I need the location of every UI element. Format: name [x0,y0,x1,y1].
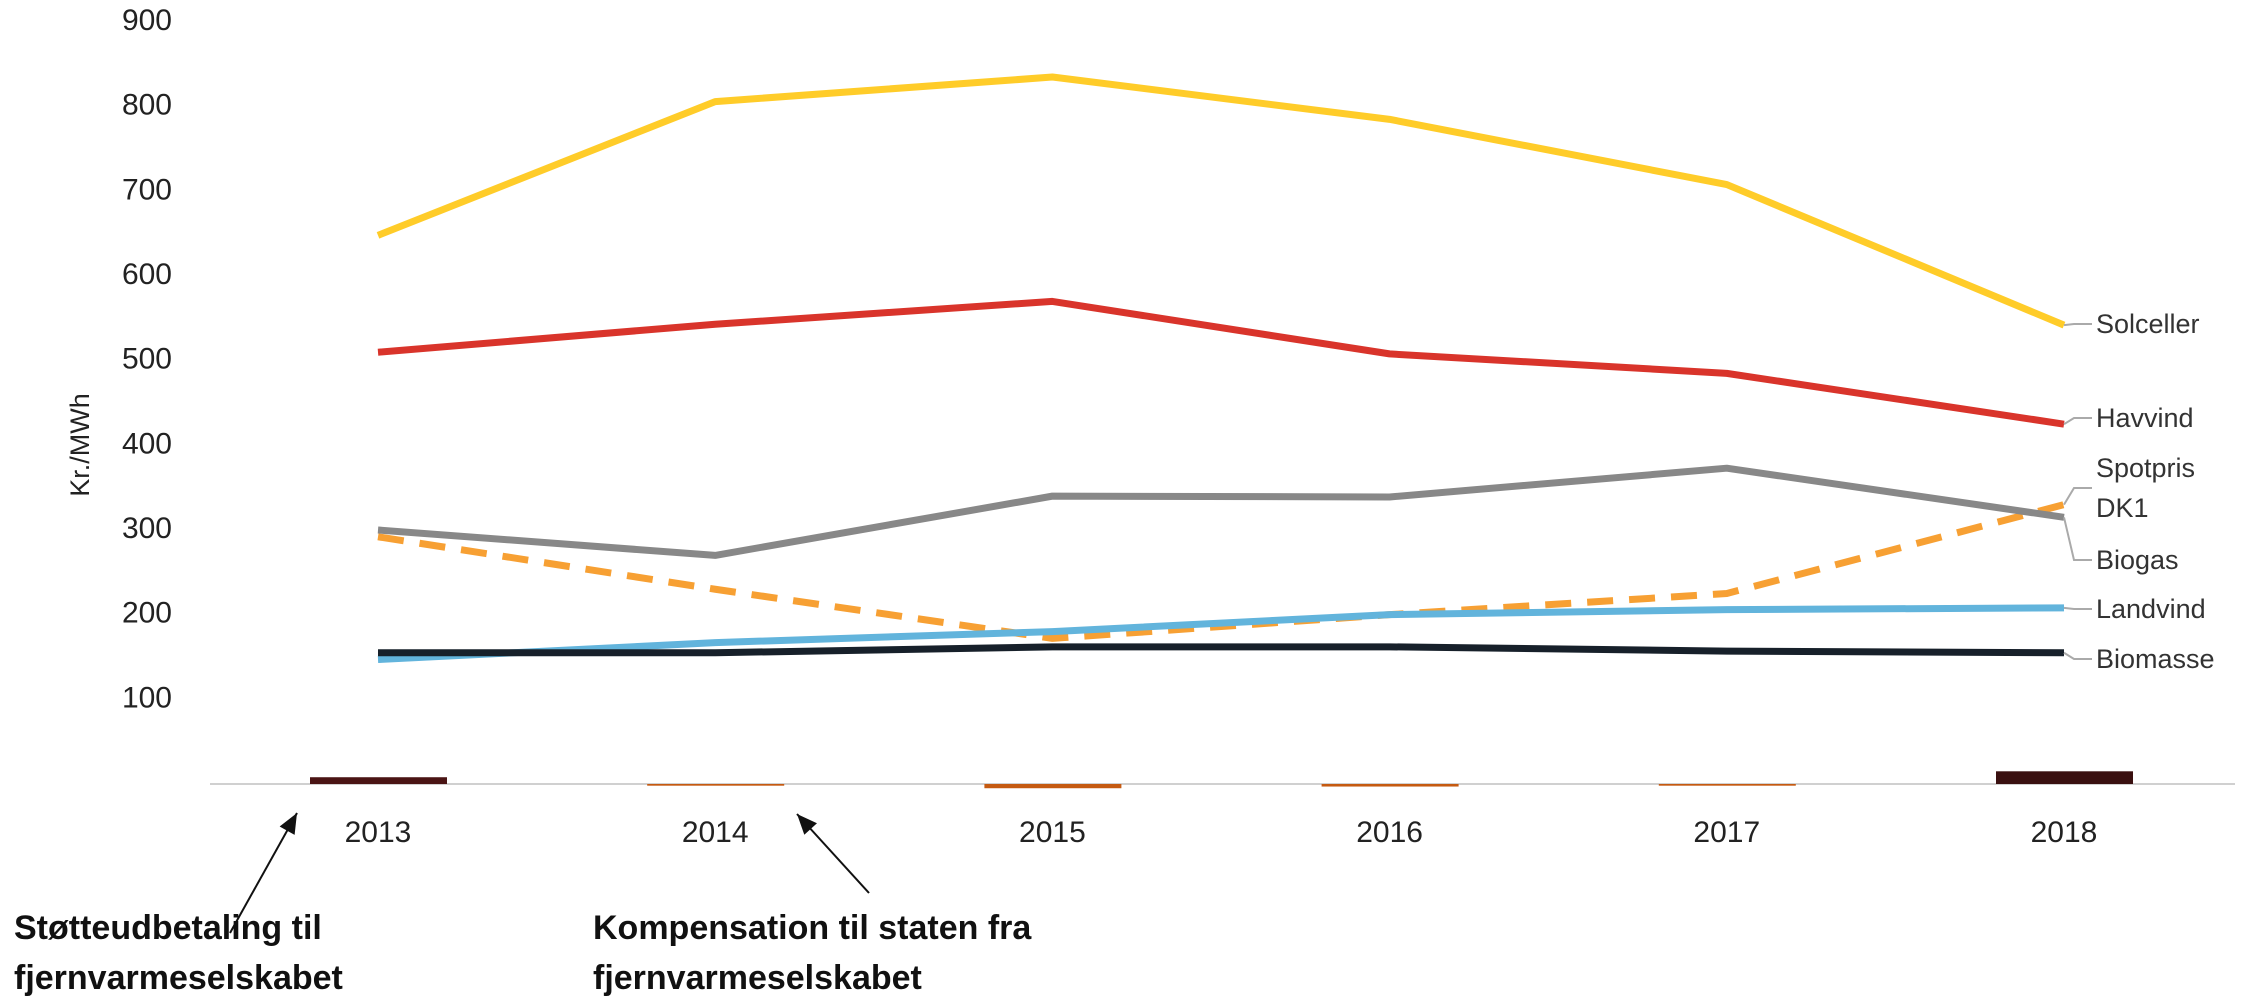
arrow-head [279,813,297,835]
annotation: Støtteudbetaling til fjernvarmeselskabet [14,909,343,997]
leader-line [2063,517,2092,561]
legend-label: Spotpris DK1 [2096,453,2196,523]
line-series [378,643,2065,657]
legend-label: Biogas [2096,545,2179,575]
line-series [377,464,2065,559]
y-tick-label: 600 [122,258,172,291]
y-tick-label: 200 [122,597,172,630]
y-tick-label: 800 [122,89,172,122]
line-series [377,501,2065,642]
bar [310,777,447,784]
arrow-head [797,814,817,835]
bar [984,784,1122,789]
legend-label: Landvind [2096,594,2206,624]
y-tick-label: 500 [122,343,172,376]
legend-label: Havvind [2096,403,2194,433]
legend-label: Solceller [2096,309,2200,339]
line-series [377,604,2065,664]
x-tick-label: 2015 [1019,816,1086,849]
annotation: Kompensation til staten fra fjernvarmese… [593,909,1032,997]
y-tick-label: 700 [122,173,172,206]
line-series [376,73,2066,329]
y-tick-label: 300 [122,512,172,545]
line-series [377,297,2065,428]
bar [647,784,785,786]
y-tick-label: 900 [122,4,172,37]
leader-line [2063,651,2092,660]
bar [1321,784,1459,787]
x-tick-label: 2018 [2031,816,2098,849]
y-axis-title: Kr./MWh [65,393,95,497]
leader-line [2063,417,2092,426]
y-tick-label: 100 [122,681,172,714]
bar [1658,784,1796,786]
bar [1996,771,2133,784]
leader-line [2063,606,2092,610]
x-tick-label: 2013 [345,816,412,849]
leader-line [2063,487,2092,506]
leader-line [2063,323,2092,327]
legend-label: Biomasse [2096,644,2215,674]
y-tick-label: 400 [122,427,172,460]
x-tick-label: 2014 [682,816,749,849]
x-tick-label: 2016 [1356,816,1423,849]
x-tick-label: 2017 [1693,816,1760,849]
arrow [229,812,298,934]
